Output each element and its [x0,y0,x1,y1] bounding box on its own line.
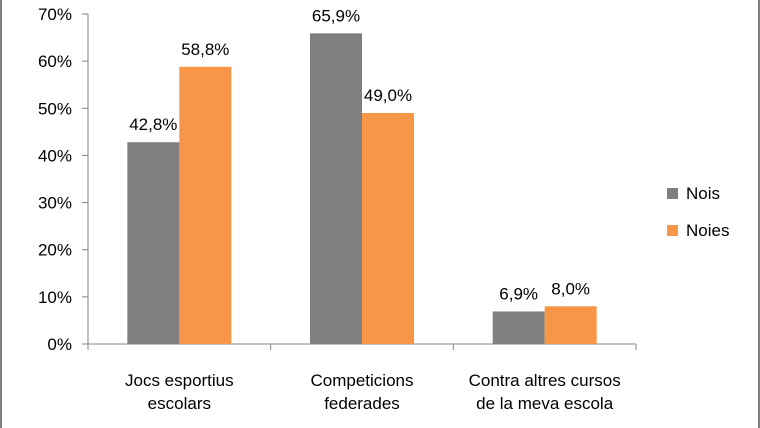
chart-bars [127,33,597,345]
x-category-label: de la meva escola [476,394,614,413]
y-tick-label: 60% [38,52,72,71]
y-tick-label: 0% [47,335,72,354]
x-category-label: Contra altres cursos [469,371,621,390]
legend-swatch [667,188,678,199]
chart-legend: Nois Noies [667,184,729,240]
data-label: 65,9% [312,6,360,25]
chart-data-labels: 42,8% 65,9% 6,9% 58,8% 49,0% 8,0% [129,6,590,303]
data-label: 58,8% [181,40,229,59]
data-label: 8,0% [551,279,590,298]
x-category-label: Jocs esportius [125,371,234,390]
bar-noies-2 [544,306,597,344]
bar-nois-2 [492,311,545,344]
y-tick-label: 40% [38,146,72,165]
legend-label: Nois [686,184,720,203]
legend-swatch [667,225,678,236]
y-tick-label: 50% [38,99,72,118]
x-category-label: Competicions [311,371,414,390]
y-tick-label: 70% [38,5,72,24]
data-label: 42,8% [129,115,177,134]
bar-noies-0 [179,66,232,345]
bar-nois-1 [310,33,362,344]
chart-axes: 0% 10% 20% 30% 40% 50% 60% 70% Jocs esportius esc… [38,5,637,413]
y-tick-label: 10% [38,288,72,307]
bar-nois-0 [127,142,180,344]
data-label: 6,9% [499,284,538,303]
y-tick-label: 30% [38,194,72,213]
bar-noies-1 [362,113,414,344]
data-label: 49,0% [364,86,412,105]
x-category-label: federades [324,394,400,413]
legend-label: Noies [686,221,729,240]
x-category-label: escolars [148,394,211,413]
y-tick-label: 20% [38,241,72,260]
